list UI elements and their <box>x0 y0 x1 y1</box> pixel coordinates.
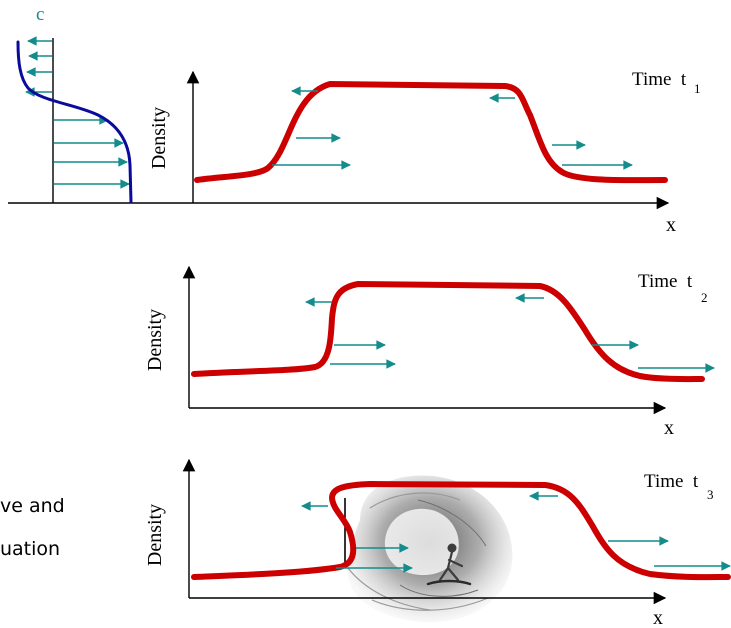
surfer-illustration <box>347 475 513 623</box>
panel-time-2: Density x Time t 2 <box>144 265 715 439</box>
panel-1-density-curve <box>194 81 668 184</box>
panel-2-time-label: Time t <box>638 271 693 292</box>
speed-label: c <box>36 4 44 25</box>
panel-time-3: Density x Time t 3 <box>144 458 731 628</box>
panel-1-x-axis-label: x <box>666 214 676 236</box>
panel-1-time-label: Time t <box>632 69 687 90</box>
panel-2-y-axis-label: Density <box>144 309 166 371</box>
wave-speed-curve <box>16 40 133 204</box>
panel-3-time-label: Time t <box>644 471 699 492</box>
side-caption-line-2: uation <box>0 538 60 560</box>
side-caption-line-1: ve and <box>0 495 65 517</box>
panel-time-1: Density x Time t 1 <box>148 69 701 236</box>
panel-1-time-subscript: 1 <box>694 81 701 96</box>
panel-3-y-axis-label: Density <box>144 504 166 566</box>
panel-2-x-axis-label: x <box>664 417 674 439</box>
panel-2-density-curve <box>191 281 705 383</box>
panel-2-time-subscript: 2 <box>701 290 708 305</box>
panel-3-x-axis-label: x <box>653 607 663 628</box>
panel-3-time-subscript: 3 <box>707 487 714 502</box>
side-caption: ve and uation <box>0 495 65 560</box>
speed-profile: c <box>8 4 190 204</box>
panel-3-density-curve <box>191 481 731 581</box>
panel-1-y-axis-label: Density <box>148 107 170 169</box>
